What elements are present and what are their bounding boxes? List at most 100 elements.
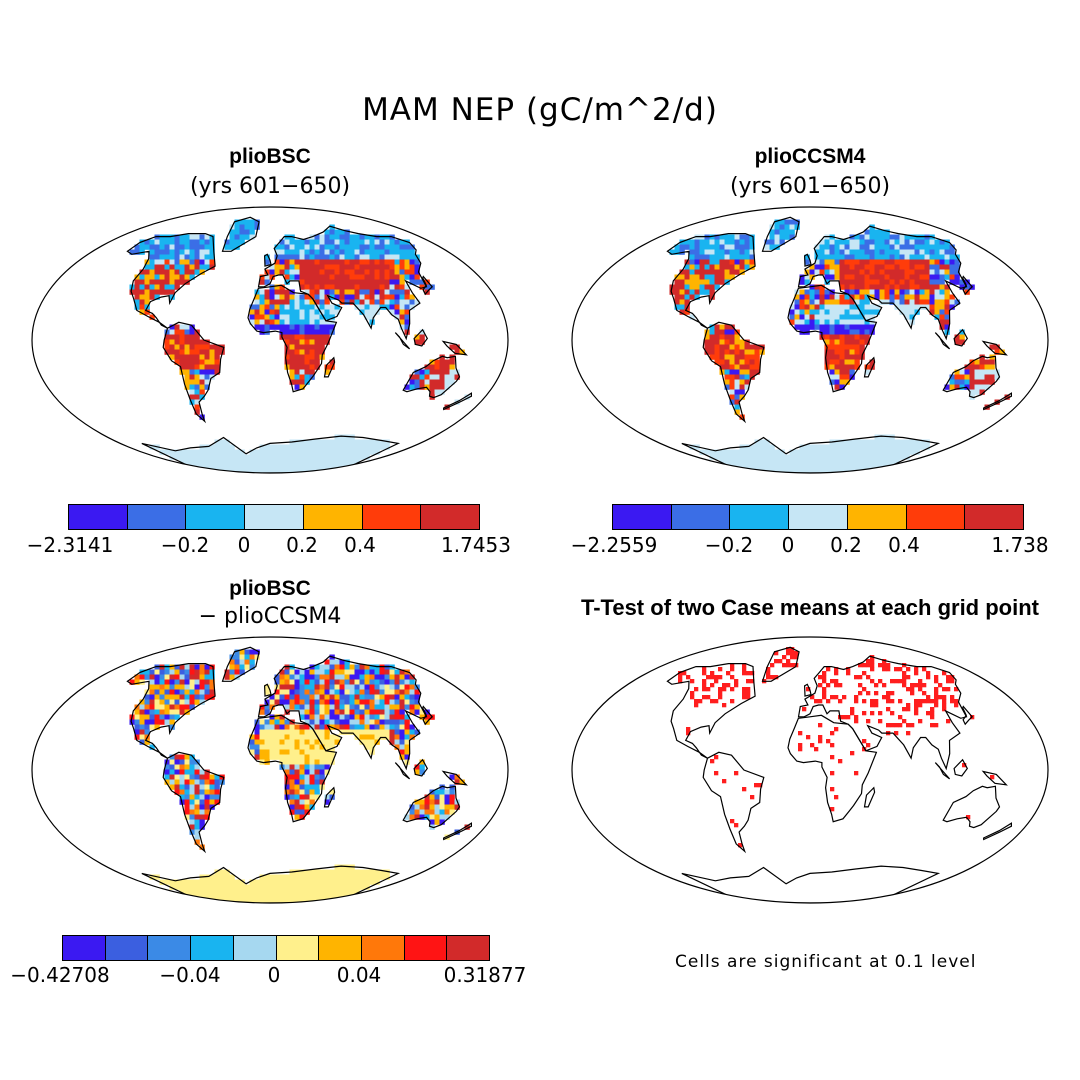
grid-cell <box>329 444 335 450</box>
coastline <box>422 705 434 726</box>
grid-cell <box>909 299 915 305</box>
grid-cell <box>309 269 315 275</box>
grid-cell <box>734 683 739 688</box>
grid-cell <box>209 469 215 473</box>
grid-cell <box>234 459 240 465</box>
grid-cell <box>714 354 720 360</box>
grid-cell <box>734 399 740 405</box>
grid-cell <box>294 699 300 705</box>
grid-cell <box>954 703 959 708</box>
grid-cell <box>414 384 420 390</box>
grid-cell <box>974 374 980 380</box>
grid-cell <box>394 284 400 290</box>
grid-cell <box>274 444 280 450</box>
grid-cell <box>159 284 165 290</box>
grid-cell <box>264 324 270 330</box>
coastline <box>413 328 429 347</box>
grid-cell <box>969 389 975 395</box>
grid-cell <box>349 244 355 250</box>
grid-cell <box>364 309 370 315</box>
grid-cell <box>159 719 165 725</box>
grid-cell <box>209 454 215 460</box>
grid-cell <box>294 739 300 745</box>
grid-cell <box>169 239 175 245</box>
grid-cell <box>194 249 200 255</box>
grid-cell <box>409 694 415 700</box>
coastline <box>942 355 1001 399</box>
grid-cell <box>764 464 770 470</box>
grid-cell <box>139 279 145 285</box>
grid-cell <box>789 234 795 240</box>
grid-cell <box>714 359 720 365</box>
grid-cell <box>279 894 285 900</box>
grid-cell <box>374 669 380 675</box>
grid-cell <box>709 264 715 270</box>
grid-cell <box>434 794 440 800</box>
grid-cell <box>224 449 230 455</box>
grid-cell <box>309 789 315 795</box>
grid-cell <box>339 729 345 735</box>
grid-cell <box>990 775 995 780</box>
grid-cell <box>419 709 425 715</box>
grid-cell <box>359 724 365 730</box>
grid-cell <box>729 329 735 335</box>
grid-cell <box>838 759 843 764</box>
grid-cell <box>159 689 165 695</box>
grid-cell <box>329 229 335 235</box>
grid-cell <box>154 239 160 245</box>
grid-cell <box>324 324 330 330</box>
grid-cell <box>729 269 735 275</box>
colorbar-tick-label: 1.738 <box>991 533 1049 557</box>
grid-cell <box>329 874 335 880</box>
map-bottom-left <box>31 636 509 904</box>
grid-cell <box>199 259 205 265</box>
grid-cell <box>324 454 330 460</box>
grid-cell <box>324 679 330 685</box>
grid-cell <box>199 339 205 345</box>
grid-cell <box>209 879 215 885</box>
grid-cell <box>164 334 170 340</box>
grid-cell <box>189 799 195 805</box>
grid-cell <box>819 264 825 270</box>
grid-cell <box>154 724 160 730</box>
grid-cell <box>289 454 295 460</box>
grid-cell <box>144 299 150 305</box>
grid-cell <box>314 234 320 240</box>
grid-cell <box>174 669 180 675</box>
grid-cell <box>724 344 730 350</box>
grid-cell <box>689 284 695 290</box>
grid-cell <box>189 334 195 340</box>
grid-cell <box>904 239 910 245</box>
grid-cell <box>289 894 295 900</box>
grid-cell <box>409 684 415 690</box>
grid-cell <box>694 269 700 275</box>
grid-cell <box>289 744 295 750</box>
grid-cell <box>834 679 839 684</box>
grid-cell <box>939 289 945 295</box>
grid-cell <box>299 759 305 765</box>
grid-cell <box>389 254 395 260</box>
grid-cell <box>444 814 450 820</box>
grid-cell <box>189 814 195 820</box>
grid-cell <box>294 729 300 735</box>
grid-cell <box>239 884 245 890</box>
grid-cell <box>890 699 895 704</box>
grid-cell <box>814 699 819 704</box>
grid-cell <box>249 879 255 885</box>
grid-cell <box>354 724 360 730</box>
grid-cell <box>254 219 260 225</box>
grid-cell <box>854 269 860 275</box>
grid-cell <box>899 294 905 300</box>
grid-cell <box>719 344 725 350</box>
grid-cell <box>726 671 731 676</box>
grid-cell <box>329 244 335 250</box>
grid-cell <box>259 734 265 740</box>
grid-cell <box>194 409 200 415</box>
grid-cell <box>834 379 840 385</box>
grid-cell <box>194 889 200 895</box>
grid-cell <box>189 349 195 355</box>
grid-cell <box>714 274 720 280</box>
grid-cell <box>184 249 190 255</box>
colorbar-tick-label: 0 <box>781 533 795 557</box>
grid-cell <box>144 704 150 710</box>
